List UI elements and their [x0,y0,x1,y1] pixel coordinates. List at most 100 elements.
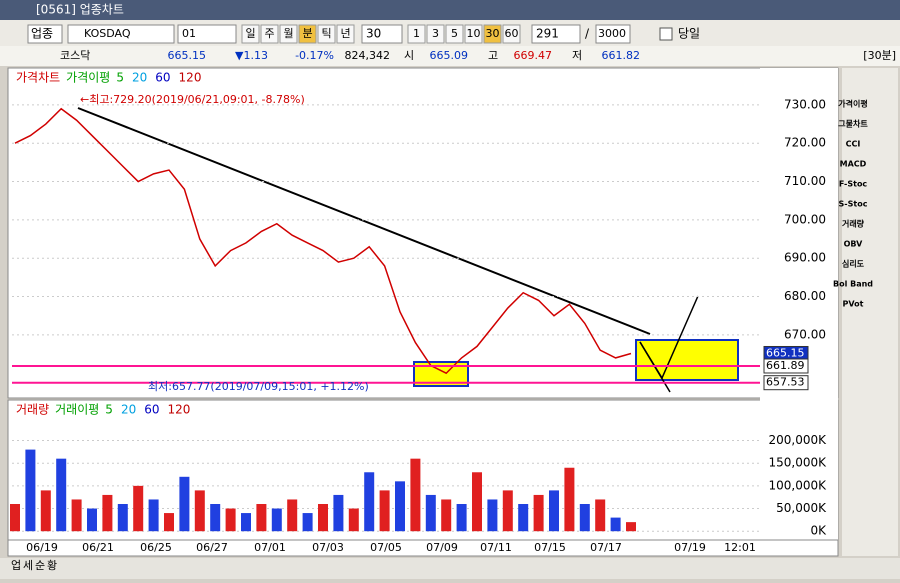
index: KOSDAQ [84,27,131,40]
interval-button[interactable] [426,24,445,44]
panel-title: 가격차트 [16,71,60,85]
ma-period: 20 [132,71,147,85]
quote-pct: -0.17% [295,49,334,62]
volume-bar [441,499,452,532]
sidebar-tool[interactable]: CCI [846,140,861,149]
sidebar-tool[interactable]: OBV [844,240,864,249]
count-input[interactable] [531,24,581,44]
ma-period: 5 [105,403,113,417]
sidebar-tool[interactable]: 그물차트 [838,119,868,129]
bottom-tab[interactable]: 세 [23,559,33,572]
ma-period: 60 [155,71,170,85]
y-tick-label: 680.00 [784,289,826,303]
today-checkbox[interactable] [659,27,673,41]
quote-price: 665.15 [168,49,207,62]
y-tick-label: 710.00 [784,174,826,188]
volume-bar [564,467,575,532]
sidebar-tool[interactable]: MACD [840,160,867,169]
volume-bar [148,499,159,532]
volume-bar [87,508,97,532]
level-box [763,358,809,374]
period-label: 틱 [321,27,331,40]
volume-bar [194,490,205,532]
interval-label: 3 [432,27,439,40]
volume-bar [533,494,544,532]
volume-bar [410,458,421,532]
x-tick-label: 07/15 [534,541,566,554]
interval-button[interactable] [445,24,464,44]
y-tick-label: 700.00 [784,212,826,226]
x-tick-label: 06/27 [196,541,228,554]
volume-bar [117,504,128,532]
interval-button[interactable] [502,24,521,44]
bottom-tab[interactable]: 업 [11,559,21,572]
separator: / [585,27,590,41]
sidebar-tool[interactable]: F-Stoc [839,180,868,189]
period-button[interactable] [241,24,260,44]
volume-bar [25,449,36,532]
price-line [14,107,632,375]
volume-bar [487,499,498,532]
x-tick-label: 12:01 [724,541,756,554]
period-button[interactable] [336,24,355,44]
period-label: 년 [340,27,350,40]
bottom-tab[interactable]: 순 [35,559,45,572]
level-box [763,375,809,391]
sidebar-tool[interactable]: PVot [843,300,864,309]
sidebar-tool[interactable]: Bol Band [833,280,873,289]
open: 665.09 [430,49,469,62]
volume-bar [179,476,190,532]
quote-change: ▼1.13 [235,49,268,62]
interval-button[interactable] [407,24,426,44]
period-button[interactable] [317,24,336,44]
ma-period: 120 [168,403,191,417]
volume-bar [133,485,144,532]
period-button[interactable] [260,24,279,44]
quote-name: 코스닥 [60,49,90,62]
count: 291 [536,27,559,41]
volume-bar [241,513,251,532]
volume-bar [364,472,375,532]
x-tick-label: 06/25 [140,541,172,554]
sidebar-tool[interactable]: 가격이평 [838,99,867,109]
volume-bar [395,481,405,532]
market-select[interactable] [27,24,63,44]
y-tick-label: 150,000K [769,456,828,470]
open-label: 시 [404,49,414,62]
volume-bar [333,494,344,532]
level-label: 665.15 [766,346,805,359]
ma-period: 20 [121,403,136,417]
volume-bar [318,504,328,532]
volume-bar [456,504,467,532]
code-input[interactable] [177,24,237,44]
time-axis [7,539,839,557]
sidebar-tool[interactable]: S-Stoc [839,200,868,209]
volume-bar [256,504,267,532]
period-button[interactable] [298,24,317,44]
sidebar-tool[interactable]: 심리도 [842,259,865,269]
interval-select[interactable] [361,24,403,44]
period-label: 분 [302,27,312,40]
volume-bar [164,513,174,532]
index-select[interactable] [67,24,175,44]
volume-bar [626,522,636,532]
level-label: 657.53 [766,376,805,389]
period-button[interactable] [279,24,298,44]
low: 661.82 [602,49,641,62]
volume-bar [40,490,51,532]
volume-bar [210,504,221,532]
status-bar [0,558,900,579]
bottom-tab[interactable]: 황 [47,559,57,572]
sidebar-tool[interactable]: 거래량 [842,219,865,229]
interval: 30 [366,27,381,41]
ma-label: 가격이평 [66,71,110,85]
period: [30분] [863,49,896,62]
sidebar [842,68,898,556]
trend-line [77,107,651,335]
max: 3000 [598,27,626,40]
interval-button[interactable] [464,24,483,44]
interval-button[interactable] [483,24,502,44]
x-tick-label: 07/17 [590,541,622,554]
max-input[interactable] [595,24,631,44]
